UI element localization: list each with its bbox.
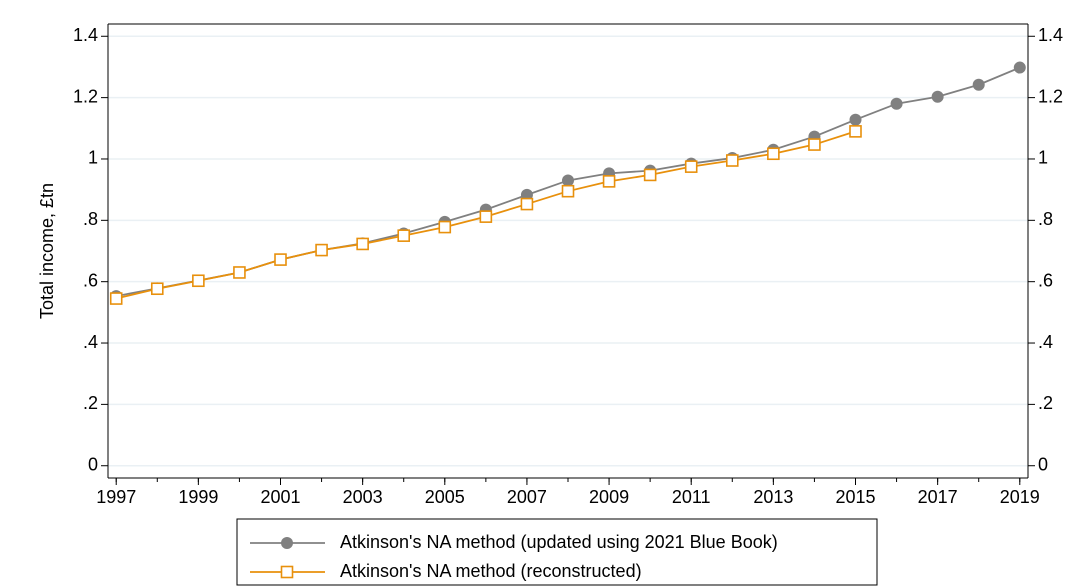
legend-label: Atkinson's NA method (updated using 2021… <box>340 532 778 552</box>
x-tick-label: 2001 <box>260 487 300 507</box>
legend-box <box>236 518 878 586</box>
x-tick-label: 2007 <box>507 487 547 507</box>
point <box>315 243 328 257</box>
legend-marker <box>280 565 294 579</box>
point <box>602 175 616 188</box>
point <box>725 154 739 167</box>
x-tick-label: 2017 <box>918 487 958 507</box>
point <box>684 160 698 173</box>
y-tick-label: .8 <box>83 209 98 229</box>
point <box>972 78 985 91</box>
y-axis-label: Total income, £tn <box>37 183 57 319</box>
x-tick-label: 2015 <box>835 487 875 507</box>
point <box>274 253 287 266</box>
point <box>561 184 575 198</box>
point <box>808 138 821 151</box>
point <box>192 274 205 288</box>
y-tick-label: 0 <box>88 454 98 474</box>
y-tick-label: .2 <box>83 393 98 413</box>
point <box>150 282 164 296</box>
y2-tick-label: .8 <box>1038 209 1053 229</box>
y2-tick-label: 1.2 <box>1038 86 1063 106</box>
x-tick-label: 2011 <box>672 487 711 507</box>
legend-marker <box>281 537 293 549</box>
point <box>931 90 944 103</box>
y2-tick-label: 0 <box>1038 454 1048 474</box>
y-tick-label: 1.4 <box>73 25 98 45</box>
point <box>109 292 123 305</box>
y2-tick-label: .6 <box>1038 270 1053 290</box>
point <box>849 113 862 126</box>
point <box>438 220 452 234</box>
point <box>1013 61 1026 74</box>
x-tick-label: 2013 <box>753 487 793 507</box>
x-tick-label: 2003 <box>343 487 383 507</box>
point <box>479 210 493 223</box>
point <box>643 168 657 182</box>
y-tick-label: .6 <box>83 270 98 290</box>
y-tick-label: 1.2 <box>73 86 98 106</box>
y-tick-label: 1 <box>88 148 98 168</box>
point <box>890 97 903 110</box>
point <box>233 266 246 279</box>
legend-label: Atkinson's NA method (reconstructed) <box>340 561 642 581</box>
point <box>520 197 534 211</box>
x-tick-label: 2019 <box>1000 487 1040 507</box>
point <box>397 229 411 242</box>
x-tick-label: 1997 <box>96 487 136 507</box>
y2-tick-label: 1 <box>1038 148 1048 168</box>
x-tick-label: 1999 <box>178 487 218 507</box>
x-tick-label: 2009 <box>589 487 629 507</box>
point <box>356 237 369 251</box>
point <box>562 174 574 187</box>
point <box>849 125 862 138</box>
y2-tick-label: .4 <box>1038 332 1053 352</box>
point <box>767 147 780 161</box>
x-tick-label: 2005 <box>425 487 465 507</box>
y2-tick-label: .2 <box>1038 393 1053 413</box>
y2-tick-label: 1.4 <box>1038 25 1063 45</box>
y-tick-label: .4 <box>83 332 98 352</box>
